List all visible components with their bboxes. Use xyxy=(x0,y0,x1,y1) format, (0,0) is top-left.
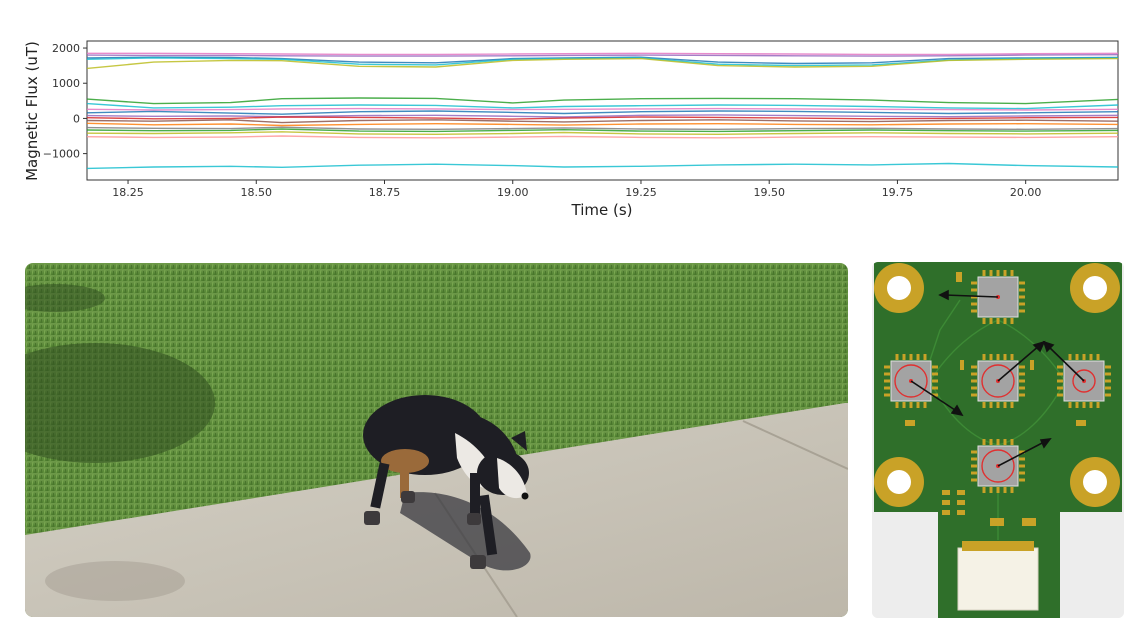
dog-nose xyxy=(521,492,529,500)
arrowhead xyxy=(1039,438,1052,449)
y-tick-label: 0 xyxy=(73,112,80,125)
dog-boot-4 xyxy=(470,555,486,569)
dog-leg-front xyxy=(470,473,480,518)
dog-leg-front-2 xyxy=(478,494,498,556)
connector-body xyxy=(957,547,1039,611)
series-line-15 xyxy=(86,131,1119,136)
mounting-holes xyxy=(874,263,1120,507)
arrow xyxy=(944,294,999,298)
y-ticks: 2000 1000 0 −1000 xyxy=(43,42,87,161)
y-tick-label: 2000 xyxy=(52,42,80,55)
series-line-1 xyxy=(86,54,1119,57)
y-axis-label: Magnetic Flux (uT) xyxy=(23,41,41,181)
dog-boot-2 xyxy=(401,491,415,503)
mounting-hole-inner xyxy=(1083,276,1107,300)
dog-leg-back xyxy=(370,462,390,509)
chart-svg: 18.25 18.50 18.75 19.00 19.25 19.50 19.75 20.00… xyxy=(23,40,1119,219)
dog-shadow xyxy=(400,492,531,571)
x-tick-label: 19.00 xyxy=(497,186,529,199)
dog-boot-3 xyxy=(467,513,481,525)
pcb-svg xyxy=(872,262,1124,618)
y-tick-label: −1000 xyxy=(43,148,80,161)
x-tick-label: 18.50 xyxy=(241,186,273,199)
mounting-hole-inner xyxy=(887,276,911,300)
dog-leg-back-2 xyxy=(400,468,409,498)
x-axis-label: Time (s) xyxy=(571,201,633,219)
dog-boot xyxy=(364,511,380,525)
x-tick-label: 19.50 xyxy=(753,186,785,199)
series-line-11 xyxy=(86,119,1119,124)
dog-video-frame xyxy=(25,263,848,617)
dog-tan-patch xyxy=(381,449,429,473)
arrowhead xyxy=(1032,340,1046,353)
dog xyxy=(363,395,529,569)
y-tick-label: 1000 xyxy=(52,77,80,90)
series-line-3 xyxy=(86,57,1119,67)
arrow xyxy=(997,440,1047,467)
mounting-hole-inner xyxy=(887,470,911,494)
sidewalk-joint xyxy=(742,420,848,470)
x-tick-label: 19.75 xyxy=(882,186,914,199)
plot-frame xyxy=(86,40,1119,181)
series-line-14 xyxy=(86,128,1119,133)
x-ticks: 18.25 18.50 18.75 19.00 19.25 19.50 19.75 20.00 xyxy=(112,180,1041,199)
series-line-7 xyxy=(86,107,1119,111)
x-tick-label: 20.00 xyxy=(1010,186,1042,199)
series-line-8 xyxy=(86,110,1119,115)
arrow xyxy=(997,344,1041,382)
x-tick-label: 18.25 xyxy=(112,186,144,199)
dog-scene xyxy=(25,263,848,617)
series-line-4 xyxy=(86,57,1119,70)
series-line-13 xyxy=(86,126,1119,131)
series-line-10 xyxy=(86,116,1119,120)
smd-parts xyxy=(905,272,1086,526)
arrowhead xyxy=(1042,340,1055,353)
arrowhead xyxy=(938,289,949,301)
sidewalk-stain xyxy=(45,561,185,601)
x-tick-label: 18.75 xyxy=(369,186,401,199)
magnetometer-pcb-image xyxy=(872,262,1124,618)
series-line-5 xyxy=(86,97,1119,105)
arrow xyxy=(910,380,959,413)
tree-shadow-2 xyxy=(25,284,105,312)
connector xyxy=(957,541,1039,611)
dog-ear xyxy=(511,431,527,451)
series-group xyxy=(86,52,1119,170)
connector-contacts xyxy=(962,541,1034,551)
dog-face xyxy=(497,458,527,499)
x-tick-label: 19.25 xyxy=(625,186,657,199)
field-arrows xyxy=(910,289,1085,467)
arrow xyxy=(1047,345,1085,382)
series-line-6 xyxy=(86,102,1119,110)
series-line-16 xyxy=(86,135,1119,139)
magnetic-flux-chart: 18.25 18.50 18.75 19.00 19.25 19.50 19.75 20.00… xyxy=(0,0,1143,230)
series-line-9 xyxy=(86,114,1119,118)
series-line-12 xyxy=(86,122,1119,127)
mounting-hole-inner xyxy=(1083,470,1107,494)
series-line-17 xyxy=(86,162,1119,170)
arrowhead xyxy=(950,404,964,417)
tree-shadow xyxy=(25,343,215,463)
series-line-0 xyxy=(87,52,1119,56)
